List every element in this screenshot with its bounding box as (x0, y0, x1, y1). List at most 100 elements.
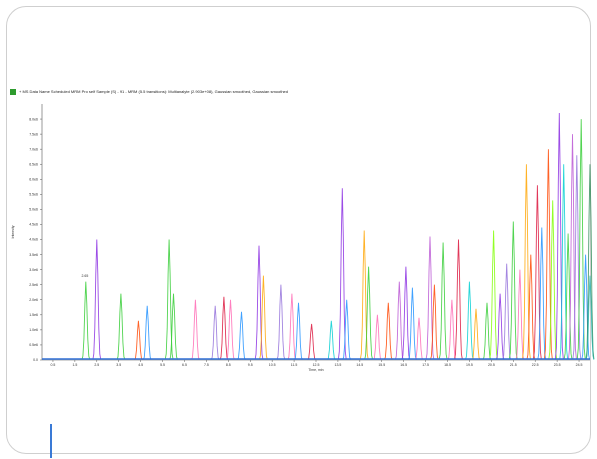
chromatogram-peak (581, 254, 591, 360)
chromatogram-peak (116, 293, 126, 360)
x-tick-label: 18.5 (444, 363, 451, 367)
chromatogram-peak (342, 299, 352, 360)
x-tick-label: 11.5 (291, 363, 298, 367)
chromatogram-peak (237, 311, 246, 360)
y-tick-label: 6.0e6 (29, 177, 38, 181)
chart-labels: 0.0 0.5e6 1.0e6 1.5e6 2.0e6 2.5e6 3.0e6 3.5e6 4.… (11, 117, 582, 372)
x-tick-label: 23.5 (554, 363, 561, 367)
chromatogram-peak (482, 302, 492, 360)
x-tick-label: 3.5 (116, 363, 121, 367)
chromatogram-peak (307, 323, 316, 361)
y-tick-label: 5.0e6 (29, 208, 38, 212)
chromatogram-peak (471, 308, 481, 360)
chromatogram-peak (258, 275, 268, 360)
chart-caption: + MS Data Name Scheduled MRM Pro self Sa… (10, 88, 590, 96)
chromatogram-peak (134, 320, 143, 361)
chromatogram-peak (508, 221, 518, 360)
x-tick-label: 24.5 (576, 363, 583, 367)
chromatogram-peak (287, 293, 297, 360)
chromatogram-peak (465, 281, 474, 360)
chart-axes (40, 104, 590, 362)
y-tick-label: 3.0e6 (29, 268, 38, 272)
chromatogram-peak (254, 245, 264, 360)
x-tick-label: 0.5 (51, 363, 56, 367)
chromatogram-chart: 0.0 0.5e6 1.0e6 1.5e6 2.0e6 2.5e6 3.0e6 3.5e6 4.… (11, 104, 595, 372)
chart-traces (42, 112, 595, 361)
chromatogram-peak (438, 242, 448, 360)
x-tick-label: 15.5 (378, 363, 385, 367)
chromatogram-peak (548, 200, 558, 360)
y-tick-label: 4.5e6 (29, 223, 38, 227)
x-tick-label: 17.5 (422, 363, 429, 367)
chromatogram-peak (563, 233, 573, 360)
chromatogram-peak (383, 302, 393, 360)
chromatogram-peak (364, 266, 374, 360)
legend-marker-icon (10, 88, 16, 95)
chromatogram-peak (585, 164, 595, 360)
caption-text: + MS Data Name Scheduled MRM Pro self Sa… (19, 89, 289, 94)
x-tick-label: 22.5 (532, 363, 539, 367)
y-tick-label: 7.5e6 (29, 132, 38, 136)
chromatogram-peak (92, 239, 102, 360)
chromatogram-peak (401, 266, 411, 360)
x-tick-label: 1.5 (72, 363, 77, 367)
chromatogram-peak (226, 299, 235, 360)
chromatogram-peak (327, 320, 336, 361)
peak-annotation: 2.65 (81, 274, 88, 278)
x-tick-label: 2.5 (94, 363, 99, 367)
chromatogram-peak (81, 281, 91, 360)
y-tick-label: 0.0 (33, 358, 38, 362)
chromatogram-peak (495, 293, 505, 360)
y-tick-label: 3.5e6 (29, 253, 38, 257)
chromatogram-peak (543, 149, 553, 360)
chromatogram-peak (454, 239, 463, 360)
chromatogram-peak (276, 284, 286, 360)
chromatogram-peak (554, 112, 564, 359)
chromatogram-peak (568, 134, 577, 359)
x-tick-label: 12.5 (313, 363, 320, 367)
chromatogram-peak (537, 227, 547, 360)
x-tick-label: 10.5 (269, 363, 276, 367)
x-axis-title: Time, min (308, 368, 323, 372)
y-tick-label: 2.0e6 (29, 298, 38, 302)
chromatogram-peak (169, 293, 178, 360)
y-tick-label: 5.5e6 (29, 193, 38, 197)
chromatogram-peak (394, 281, 404, 360)
chromatogram-peak (210, 305, 220, 360)
x-tick-label: 14.5 (356, 363, 363, 367)
chromatogram-peak (429, 284, 439, 360)
chromatogram-peak (526, 254, 536, 360)
chromatogram-peak (294, 302, 303, 360)
y-tick-label: 7.0e6 (29, 147, 38, 151)
chromatogram-peak (532, 185, 542, 360)
chromatogram-peak (142, 305, 152, 360)
x-tick-label: 5.5 (160, 363, 165, 367)
x-tick-label: 21.5 (510, 363, 517, 367)
chromatogram-peak (559, 164, 569, 360)
chromatogram-peak (414, 317, 424, 361)
chromatogram-peak (515, 269, 525, 360)
y-tick-label: 8.0e6 (29, 117, 38, 121)
chromatogram-peak (502, 263, 512, 360)
y-tick-label: 1.5e6 (29, 313, 38, 317)
y-axis-title: Intensity (11, 225, 15, 238)
x-tick-label: 4.5 (138, 363, 143, 367)
y-tick-label: 0.5e6 (29, 343, 38, 347)
x-tick-label: 13.5 (335, 363, 342, 367)
slide-card (6, 6, 591, 454)
chromatogram-peak (408, 287, 417, 360)
x-tick-label: 9.5 (248, 363, 253, 367)
y-tick-label: 2.5e6 (29, 283, 38, 287)
chromatogram-peak (219, 296, 229, 360)
x-tick-label: 20.5 (488, 363, 495, 367)
text-cursor-bar (50, 424, 52, 458)
chromatogram-peak (372, 314, 382, 361)
chromatogram-peak (447, 299, 457, 360)
chromatogram-peak (585, 275, 595, 360)
chromatogram-peak (191, 299, 200, 360)
x-tick-label: 6.5 (182, 363, 187, 367)
chromatogram-peak (572, 155, 582, 360)
y-tick-label: 4.0e6 (29, 238, 38, 242)
x-tick-label: 19.5 (466, 363, 473, 367)
x-tick-label: 8.5 (226, 363, 231, 367)
